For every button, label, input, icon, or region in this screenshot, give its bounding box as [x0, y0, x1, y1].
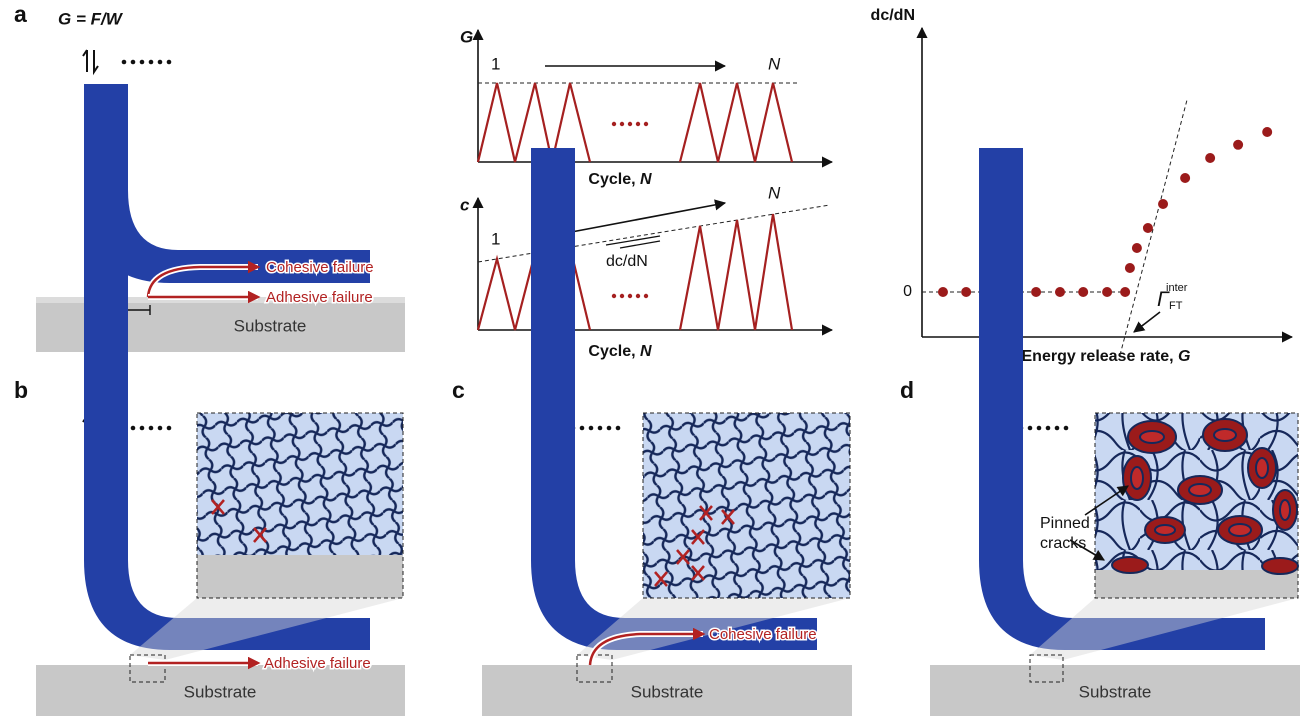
- dots: [1019, 426, 1069, 431]
- dots: [571, 426, 621, 431]
- threshold-arrow: [1134, 312, 1160, 332]
- x-label-var: N: [640, 343, 652, 360]
- x-label-text: Energy release rate,: [1022, 348, 1174, 365]
- substrate-label: Substrate: [631, 682, 704, 701]
- x-label: Cycle, N: [588, 343, 652, 360]
- dots: [612, 294, 648, 298]
- point: [1158, 199, 1168, 209]
- y-tick-label: 0: [903, 283, 912, 300]
- x-label-var: N: [640, 171, 652, 188]
- x-label-text: Cycle,: [588, 343, 635, 360]
- adhesive-label: Adhesive failure: [266, 289, 373, 306]
- y-label: dc/dN: [871, 7, 915, 24]
- start-label: 1: [491, 229, 500, 248]
- point: [1143, 223, 1153, 233]
- start-label: 1: [491, 54, 500, 73]
- inset-substrate: [197, 555, 403, 598]
- point: [1120, 287, 1130, 297]
- point: [1125, 263, 1135, 273]
- point: [938, 287, 948, 297]
- figure: a b c d G = F/W Substrate c Cohesive fai…: [0, 0, 1301, 716]
- pinned-label: Pinned: [1040, 515, 1090, 532]
- load-cycles: [478, 83, 792, 162]
- inset-substrate: [1095, 570, 1298, 598]
- dots: [122, 426, 172, 431]
- panel-label: b: [14, 377, 28, 403]
- end-label: N: [768, 54, 781, 73]
- dots: [612, 122, 648, 126]
- x-label: Energy release rate, G: [1022, 348, 1191, 365]
- point: [1102, 287, 1112, 297]
- x-label: Cycle, N: [588, 171, 652, 188]
- cohesive-label: Cohesive failure: [709, 626, 817, 643]
- panel-label: d: [900, 377, 914, 403]
- crack-cycles: [478, 214, 792, 330]
- point: [1132, 243, 1142, 253]
- point: [1233, 140, 1243, 150]
- y-label: c: [460, 195, 470, 214]
- point: [1205, 153, 1215, 163]
- threshold-sup: inter: [1166, 282, 1188, 294]
- panel-label: a: [14, 1, 27, 27]
- point: [1055, 287, 1065, 297]
- point: [1262, 127, 1272, 137]
- dots: [122, 60, 172, 65]
- substrate-label: Substrate: [1079, 682, 1152, 701]
- threshold-sub: FT: [1169, 300, 1183, 312]
- y-label: G: [460, 27, 473, 46]
- adhesive-label: Adhesive failure: [264, 655, 371, 672]
- cohesive-label: Cohesive failure: [266, 259, 374, 276]
- slope-label: dc/dN: [606, 253, 648, 270]
- threshold-label: ΓFTinter: [1157, 282, 1188, 312]
- substrate-label: Substrate: [234, 316, 307, 335]
- point: [1031, 287, 1041, 297]
- panel-label: c: [452, 377, 465, 403]
- load-icon: [83, 50, 98, 72]
- end-label: N: [768, 183, 781, 202]
- pinned-label: cracks: [1040, 535, 1086, 552]
- x-label-text: Cycle,: [588, 171, 635, 188]
- substrate-label: Substrate: [184, 682, 257, 701]
- network-inset: [643, 413, 850, 598]
- point: [1180, 173, 1190, 183]
- rate-points: [922, 127, 1272, 297]
- point: [1078, 287, 1088, 297]
- point: [961, 287, 971, 297]
- x-label-var: G: [1178, 348, 1190, 365]
- equation: G = F/W: [58, 9, 124, 28]
- slope-mark: [606, 236, 660, 248]
